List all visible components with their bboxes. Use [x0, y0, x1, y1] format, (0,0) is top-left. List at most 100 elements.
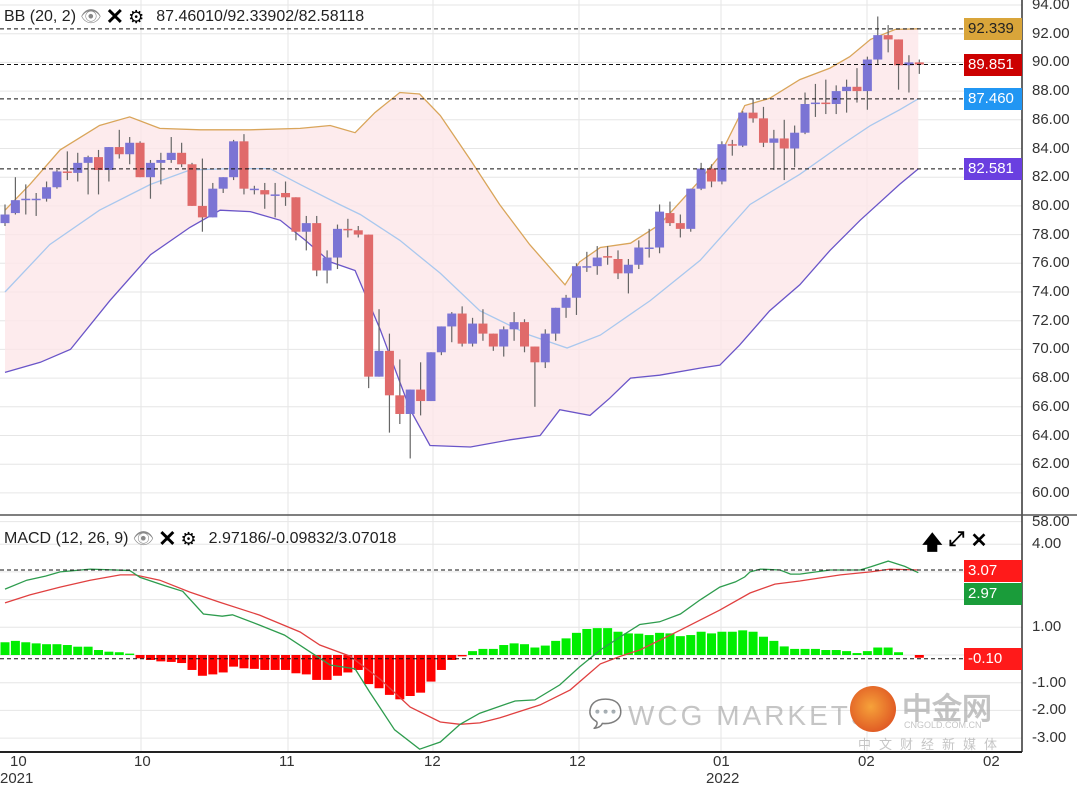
histogram-bar	[281, 655, 291, 670]
histogram-bar	[779, 646, 789, 655]
candle-body	[551, 307, 561, 334]
price-badge: 89.851	[964, 53, 1022, 76]
eye-icon[interactable]: 👁	[80, 7, 102, 26]
candle-body	[197, 205, 207, 218]
histogram-bar	[197, 655, 207, 676]
macd-indicator-label: MACD (12, 26, 9)	[4, 530, 129, 547]
price-axis-tick: 88.00	[1032, 82, 1070, 100]
histogram-bar	[364, 655, 374, 685]
histogram-bar	[405, 655, 415, 696]
macd-badge: 3.07	[964, 559, 1022, 582]
candle-body	[187, 164, 197, 206]
candle-body	[426, 352, 436, 402]
candle-body	[447, 313, 457, 327]
time-axis-month: 01	[713, 753, 730, 770]
middle-band-line	[4, 98, 919, 349]
histogram-bar	[603, 628, 613, 655]
candle-body	[696, 168, 706, 189]
histogram-bar	[623, 633, 633, 655]
bb-indicator-values: 87.46010/92.33902/82.58118	[156, 8, 365, 25]
bollinger-band-fill	[5, 28, 919, 448]
histogram-bar	[83, 646, 93, 655]
candle-body	[42, 187, 52, 199]
price-axis-tick: 72.00	[1032, 311, 1070, 329]
price-axis-tick: 74.00	[1032, 283, 1070, 300]
candle-body	[301, 223, 311, 232]
candle-body	[758, 118, 768, 143]
eye-icon[interactable]: 👁	[132, 529, 155, 548]
histogram-bar	[665, 633, 675, 655]
macd-badge: 2.97	[964, 582, 1022, 605]
histogram-bar	[426, 655, 436, 682]
candle-body	[395, 395, 405, 414]
time-axis-year: 2021	[0, 770, 34, 787]
candle-body	[322, 257, 332, 271]
candle-body	[31, 198, 41, 201]
candle-body	[281, 192, 291, 198]
gear-icon[interactable]: ⚙	[128, 7, 145, 27]
candle-body	[249, 188, 259, 191]
candle-body	[83, 157, 93, 163]
candlesticks	[0, 16, 924, 459]
candle-body	[208, 188, 218, 218]
gear-icon[interactable]: ⚙	[180, 529, 197, 549]
candle-body	[707, 168, 717, 182]
histogram-bar	[790, 648, 800, 655]
candle-body	[769, 138, 779, 143]
expand-icon[interactable]: ⤢	[948, 528, 965, 550]
histogram-bar	[821, 650, 831, 655]
close-icon[interactable]: ✕	[158, 526, 177, 551]
candle-body	[21, 198, 31, 201]
candle-body	[613, 258, 623, 274]
close-icon[interactable]: ✕	[105, 4, 125, 29]
candle-body	[883, 35, 893, 40]
lower-band-line	[4, 168, 919, 448]
candle-body	[291, 197, 301, 232]
histogram-bar	[488, 648, 498, 655]
histogram-bar	[343, 655, 353, 673]
candle-body	[145, 162, 155, 178]
histogram-bar	[94, 650, 104, 655]
histogram-bar	[52, 644, 62, 655]
macd-lines	[4, 560, 919, 750]
price-axis-tick: 86.00	[1032, 110, 1070, 128]
candle-body	[894, 39, 904, 66]
candle-body	[114, 147, 124, 155]
histogram-bar	[707, 633, 717, 655]
candle-body	[634, 247, 644, 265]
histogram-bar	[571, 632, 581, 655]
histogram-bar	[738, 630, 748, 655]
candle-body	[727, 144, 737, 146]
candle-body	[821, 102, 831, 105]
candle-body	[416, 389, 426, 402]
histogram-bar	[156, 655, 166, 662]
price-axis-tick: 58.00	[1032, 512, 1070, 530]
macd-axis-tick: -2.00	[1032, 701, 1067, 719]
histogram-bar	[436, 655, 446, 670]
time-axis-month: 10	[134, 753, 151, 770]
macd-badge: -0.10	[964, 647, 1022, 670]
histogram-bar	[395, 655, 405, 700]
macd-axis-tick: -1.00	[1032, 673, 1067, 691]
time-axis-month: 02	[858, 753, 875, 770]
bb-indicator-header: BB (20, 2) 👁 ✕ ⚙ 87.46010/92.33902/82.58…	[4, 4, 365, 29]
candle-body	[530, 346, 540, 363]
watermark-domain: CNGOLD.COM.CN	[904, 720, 982, 730]
candle-body	[468, 323, 478, 344]
candle-body	[332, 228, 342, 258]
arrow-up-icon[interactable]: 🡅	[922, 532, 943, 554]
candle-body	[904, 62, 914, 66]
close-icon[interactable]: ✕	[970, 530, 988, 552]
candle-body	[166, 152, 176, 160]
bollinger-band-lines	[4, 28, 919, 448]
price-axis-tick: 62.00	[1032, 455, 1070, 473]
candle-body	[873, 35, 883, 60]
candle-body	[364, 234, 374, 377]
histogram-bar	[187, 655, 197, 670]
histogram-bar	[582, 628, 592, 655]
histogram-bar	[873, 647, 883, 655]
histogram-bar	[894, 652, 904, 655]
candle-body	[499, 329, 509, 347]
candle-body	[779, 138, 789, 149]
candle-body	[405, 389, 415, 414]
